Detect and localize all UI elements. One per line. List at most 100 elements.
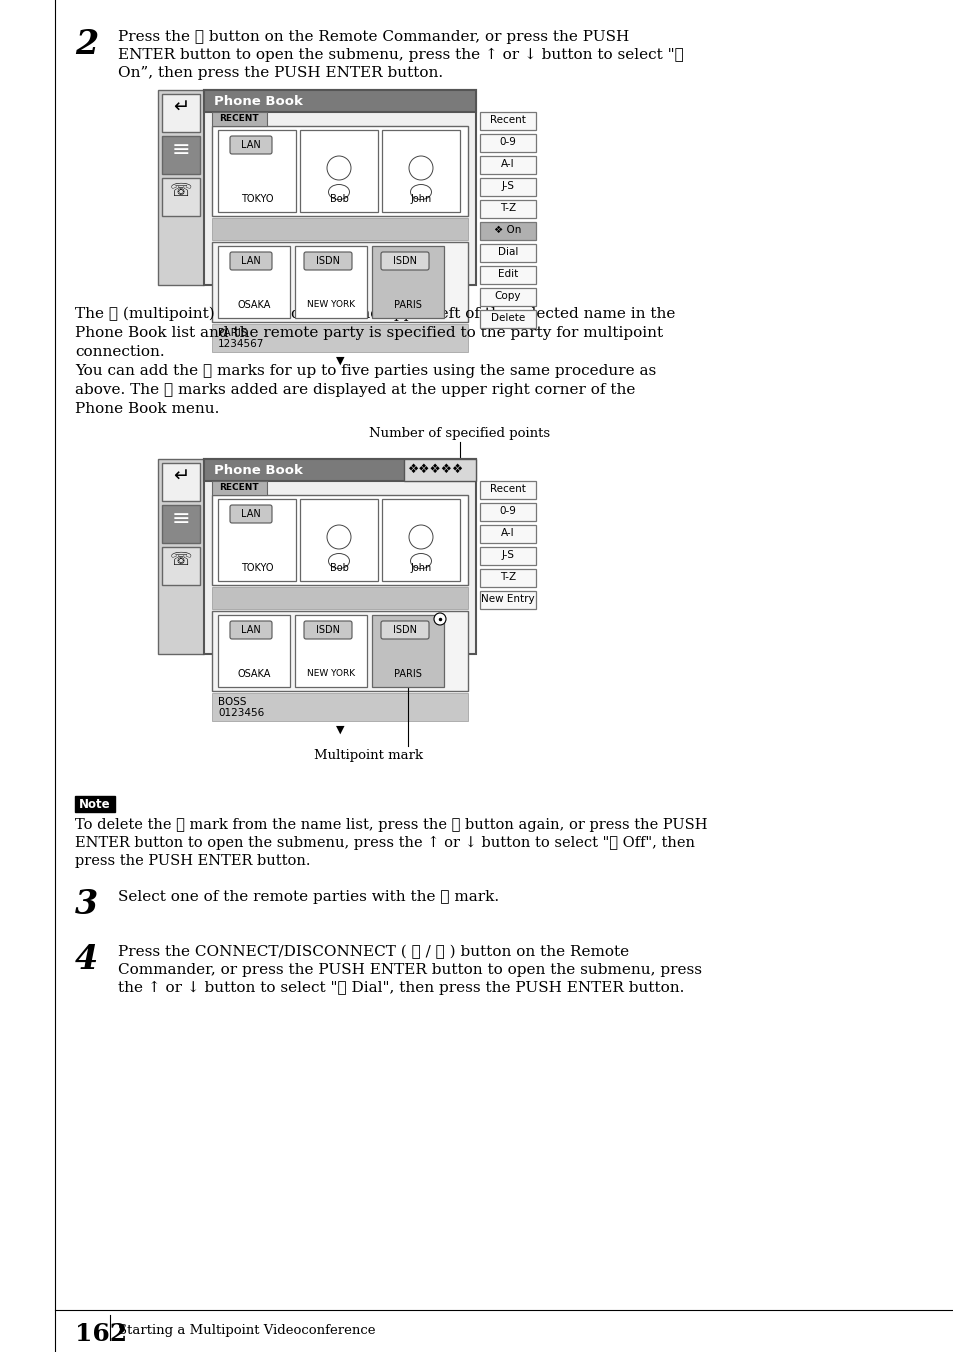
Text: T-Z: T-Z <box>499 572 516 581</box>
Text: Phone Book list and the remote party is specified to the party for multipoint: Phone Book list and the remote party is … <box>75 326 662 339</box>
Text: RECENT: RECENT <box>219 114 258 123</box>
Text: the ↑ or ↓ button to select "❖ Dial", then press the PUSH ENTER button.: the ↑ or ↓ button to select "❖ Dial", th… <box>118 982 683 995</box>
Text: Edit: Edit <box>497 269 517 279</box>
Bar <box>299 499 377 581</box>
Text: Starting a Multipoint Videoconference: Starting a Multipoint Videoconference <box>118 1324 375 1337</box>
FancyBboxPatch shape <box>380 251 429 270</box>
Bar <box>212 218 468 241</box>
Text: RECENT: RECENT <box>219 483 258 492</box>
Text: Phone Book: Phone Book <box>213 95 302 108</box>
Text: ENTER button to open the submenu, press the ↑ or ↓ button to select "❖: ENTER button to open the submenu, press … <box>118 49 683 62</box>
Bar <box>479 569 536 587</box>
Bar <box>212 112 267 126</box>
Text: ❖ On: ❖ On <box>494 224 521 235</box>
FancyBboxPatch shape <box>304 251 352 270</box>
Text: OSAKA: OSAKA <box>237 669 271 679</box>
Text: 3: 3 <box>75 888 98 921</box>
Bar <box>294 615 367 687</box>
Text: 4: 4 <box>75 942 98 976</box>
Bar <box>479 222 536 241</box>
Bar <box>204 91 476 112</box>
Bar <box>372 246 443 318</box>
Bar <box>158 458 204 654</box>
Text: Number of specified points: Number of specified points <box>369 427 550 439</box>
Text: ▼: ▼ <box>335 356 344 366</box>
Text: Press the ✱ button on the Remote Commander, or press the PUSH: Press the ✱ button on the Remote Command… <box>118 30 629 45</box>
Bar <box>381 130 459 212</box>
Text: LAN: LAN <box>241 141 260 150</box>
Bar <box>158 91 204 285</box>
Text: T-Z: T-Z <box>499 203 516 214</box>
Bar <box>212 242 468 322</box>
Text: LAN: LAN <box>241 625 260 635</box>
Ellipse shape <box>410 553 431 568</box>
Text: NEW YORK: NEW YORK <box>307 669 355 677</box>
Bar <box>212 126 468 216</box>
Circle shape <box>327 525 351 549</box>
Text: LAN: LAN <box>241 256 260 266</box>
Text: TOKYO: TOKYO <box>240 562 273 573</box>
Circle shape <box>434 612 446 625</box>
Text: ☏: ☏ <box>170 552 193 569</box>
Text: J-S: J-S <box>501 550 514 560</box>
Bar <box>204 458 476 654</box>
Text: New Entry: New Entry <box>480 594 535 604</box>
FancyBboxPatch shape <box>230 251 272 270</box>
Text: press the PUSH ENTER button.: press the PUSH ENTER button. <box>75 854 310 868</box>
Text: On”, then press the PUSH ENTER button.: On”, then press the PUSH ENTER button. <box>118 66 442 80</box>
Bar <box>162 462 200 502</box>
Text: LAN: LAN <box>241 508 260 519</box>
Text: 0123456: 0123456 <box>218 708 264 718</box>
FancyBboxPatch shape <box>230 621 272 639</box>
Bar <box>218 130 295 212</box>
FancyBboxPatch shape <box>304 621 352 639</box>
Text: ENTER button to open the submenu, press the ↑ or ↓ button to select "❖ Off", the: ENTER button to open the submenu, press … <box>75 836 695 850</box>
Text: PARIS: PARIS <box>218 329 247 338</box>
Text: 0-9: 0-9 <box>499 137 516 147</box>
Text: above. The ❖ marks added are displayed at the upper right corner of the: above. The ❖ marks added are displayed a… <box>75 383 635 397</box>
Bar <box>479 591 536 608</box>
Bar <box>75 796 115 813</box>
Bar <box>372 615 443 687</box>
Bar <box>218 499 295 581</box>
Text: Recent: Recent <box>490 115 525 124</box>
Text: connection.: connection. <box>75 345 165 360</box>
Text: BOSS: BOSS <box>218 698 246 707</box>
Bar <box>204 91 476 285</box>
Text: Recent: Recent <box>490 484 525 493</box>
Text: Select one of the remote parties with the ❖ mark.: Select one of the remote parties with th… <box>118 890 498 904</box>
Text: You can add the ❖ marks for up to five parties using the same procedure as: You can add the ❖ marks for up to five p… <box>75 364 656 379</box>
Bar <box>212 694 468 721</box>
Bar <box>381 499 459 581</box>
Bar <box>479 266 536 284</box>
Bar <box>479 481 536 499</box>
Bar <box>162 95 200 132</box>
Bar <box>479 200 536 218</box>
Bar <box>212 611 468 691</box>
Bar <box>479 178 536 196</box>
Circle shape <box>409 525 433 549</box>
Text: NEW YORK: NEW YORK <box>307 300 355 310</box>
Ellipse shape <box>328 553 349 568</box>
Text: OSAKA: OSAKA <box>237 300 271 310</box>
Text: Bob: Bob <box>329 193 348 204</box>
Text: ↵: ↵ <box>172 97 189 118</box>
Bar <box>218 615 290 687</box>
Text: PARIS: PARIS <box>394 300 421 310</box>
Text: Phone Book menu.: Phone Book menu. <box>75 402 219 416</box>
Text: Dial: Dial <box>497 247 517 257</box>
Bar <box>479 155 536 174</box>
Text: ISDN: ISDN <box>393 625 416 635</box>
Bar <box>204 458 476 481</box>
Bar <box>162 178 200 216</box>
Ellipse shape <box>410 184 431 200</box>
Text: Bob: Bob <box>329 562 348 573</box>
Text: 2: 2 <box>75 28 98 61</box>
Bar <box>479 243 536 262</box>
Bar <box>218 246 290 318</box>
Bar <box>212 587 468 608</box>
Text: A-I: A-I <box>500 160 515 169</box>
Bar <box>479 525 536 544</box>
Text: PARIS: PARIS <box>394 669 421 679</box>
Bar <box>479 548 536 565</box>
